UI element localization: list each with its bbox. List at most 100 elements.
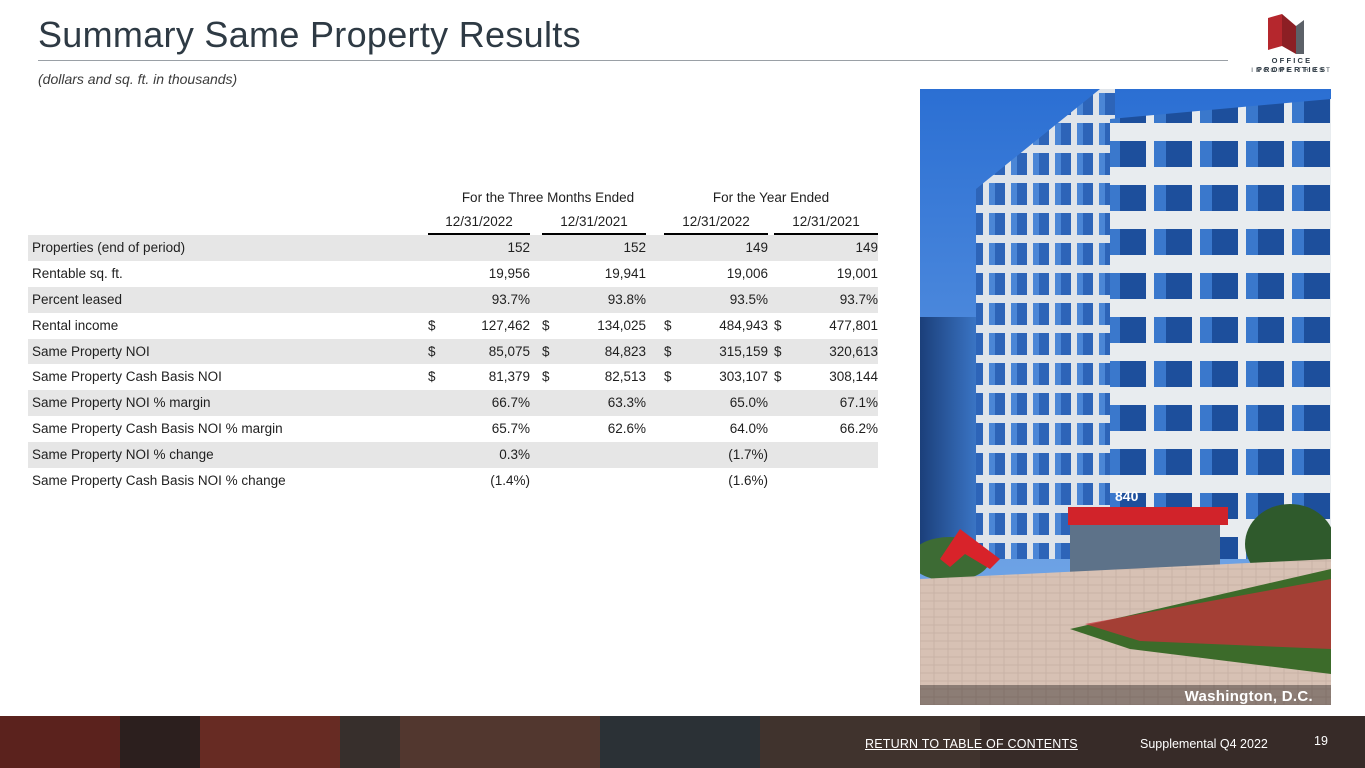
table-cell: 65.0% [664,395,768,413]
table-cell: 66.2% [774,421,878,439]
logo-mark-icon [1268,14,1304,54]
row-label: Properties (end of period) [32,240,186,255]
table-cell: $477,801 [774,318,878,336]
cell-value: 84,823 [604,343,646,359]
cell-value: 477,801 [829,317,878,333]
currency-symbol: $ [542,343,550,359]
header-underline [542,233,646,235]
photo-caption: Washington, D.C. [1184,688,1313,705]
company-logo: OFFICE PROPERTIES INCOME TRUST [1236,12,1348,82]
column-header: 12/31/2022 [445,214,513,229]
cell-value: 127,462 [481,317,530,333]
cell-value: 93.7% [491,291,530,307]
column-header: 12/31/2021 [560,214,628,229]
cell-value: 303,107 [719,369,768,385]
cell-value: (1.6%) [728,473,768,489]
currency-symbol: $ [428,343,436,359]
cell-value: (1.4%) [490,473,530,489]
logo-text-line1: OFFICE PROPERTIES [1256,56,1328,74]
page-title: Summary Same Property Results [38,14,581,55]
cell-value: 64.0% [729,421,768,437]
building-photo: 840 Washington, D.C. [920,89,1331,705]
table-cell: 0.3% [428,447,530,465]
currency-symbol: $ [664,369,672,385]
table-cell: $85,075 [428,344,530,362]
table-cell: $81,379 [428,369,530,387]
footer-supplemental-label: Supplemental Q4 2022 [1140,737,1268,751]
table-cell: 93.8% [542,292,646,310]
column-header: 12/31/2021 [792,214,860,229]
return-to-toc-link[interactable]: RETURN TO TABLE OF CONTENTS [865,737,1078,751]
currency-symbol: $ [542,317,550,333]
table-row: Rentable sq. ft. 19,956 19,941 19,006 19,001 [28,261,878,287]
cell-value: 63.3% [607,395,646,411]
currency-symbol: $ [428,369,436,385]
row-label: Rentable sq. ft. [32,265,123,281]
table-cell: 66.7% [428,395,530,413]
table-cell: $320,613 [774,344,878,362]
table-cell [774,473,878,491]
row-label: Same Property NOI [32,343,150,359]
table-cell: $484,943 [664,318,768,336]
currency-symbol: $ [774,369,782,385]
table-cell: 152 [428,240,530,258]
cell-value: 67.1% [839,395,878,411]
cell-value: 93.5% [729,291,768,307]
table-cell: 149 [774,240,878,258]
header-underline [664,233,768,235]
page-subtitle: (dollars and sq. ft. in thousands) [38,71,238,87]
table-cell: 19,941 [542,266,646,284]
cell-value: 320,613 [829,343,878,359]
table-cell: (1.6%) [664,473,768,491]
cell-value: 308,144 [829,369,878,385]
cell-value: 66.7% [491,395,530,411]
table-cell [774,447,878,465]
cell-value: (1.7%) [728,447,768,463]
group-header-year: For the Year Ended [712,190,830,205]
cell-value: 484,943 [719,317,768,333]
cell-value: 62.6% [607,421,646,437]
building-illustration: 840 [920,89,1331,705]
row-label: Same Property Cash Basis NOI [32,369,222,385]
cell-value: 149 [745,240,768,255]
table-cell: (1.7%) [664,447,768,465]
table-cell [542,473,646,491]
table-cell: 19,006 [664,266,768,284]
table-cell: 65.7% [428,421,530,439]
column-header: 12/31/2022 [682,214,750,229]
title-divider [38,60,1228,61]
table-row: Percent leased 93.7% 93.8% 93.5% 93.7% [28,286,878,313]
row-label: Same Property Cash Basis NOI % change [32,473,286,489]
footer-banner [0,716,1365,768]
table-cell: $303,107 [664,369,768,387]
cell-value: 65.0% [729,395,768,411]
header-underline [428,233,530,235]
table-row: Same Property NOI % change 0.3% (1.7%) [28,442,878,469]
table-row: Same Property Cash Basis NOI % margin 65.… [28,416,878,442]
cell-value: 19,006 [726,265,768,281]
table-cell: $127,462 [428,318,530,336]
table-row: Properties (end of period) 152 152 149 149 [28,235,878,261]
logo-text-line2: INCOME TRUST [1251,68,1333,74]
currency-symbol: $ [774,343,782,359]
table-cell: 64.0% [664,421,768,439]
table-column-header-row: 12/31/2022 12/31/2021 12/31/2022 12/31/2… [28,209,878,235]
row-label: Same Property Cash Basis NOI % margin [32,421,283,437]
cell-value: 149 [855,240,878,255]
table-body: Properties (end of period) 152 152 149 149 Re… [28,235,878,494]
cell-value: 19,001 [836,265,878,281]
header-underline [774,233,878,235]
cell-value: 315,159 [719,343,768,359]
currency-symbol: $ [664,317,672,333]
currency-symbol: $ [542,369,550,385]
table-cell: 67.1% [774,395,878,413]
cell-value: 93.7% [839,291,878,307]
row-label: Same Property NOI % change [32,447,214,463]
currency-symbol: $ [664,343,672,359]
table-cell: $82,513 [542,369,646,387]
table-cell: (1.4%) [428,473,530,491]
currency-symbol: $ [428,317,436,333]
cell-value: 152 [507,240,530,255]
cell-value: 19,956 [488,265,530,281]
cell-value: 81,379 [488,369,530,385]
